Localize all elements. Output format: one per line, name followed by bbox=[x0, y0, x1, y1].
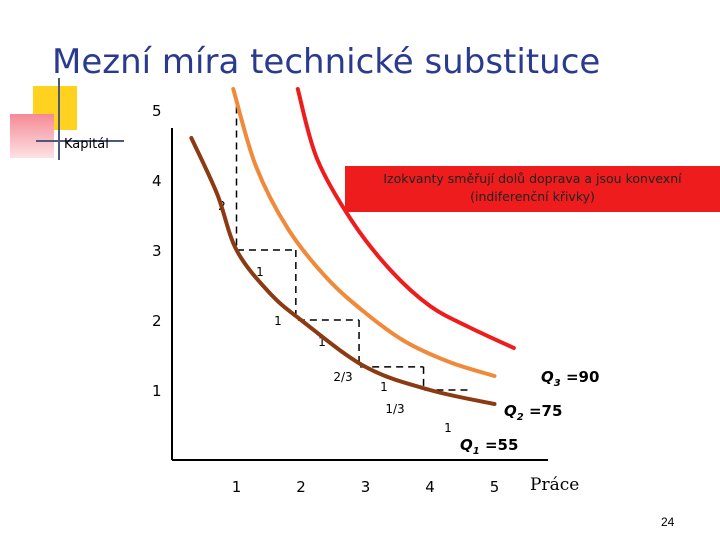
decor-horizontal-line bbox=[36, 140, 124, 142]
step-dx-label-3: 1 bbox=[380, 380, 388, 394]
annotation-box: Izokvanty směřují dolů doprava a jsou ko… bbox=[345, 166, 720, 212]
x-tick-label: 3 bbox=[361, 478, 371, 496]
x-tick-label: 2 bbox=[296, 478, 306, 496]
decor-pink-square bbox=[10, 114, 54, 158]
y-tick-label: 5 bbox=[152, 102, 162, 120]
x-tick-label: 5 bbox=[490, 478, 500, 496]
y-tick-label: 4 bbox=[152, 172, 162, 190]
isoquant-q2 bbox=[231, 87, 497, 378]
decor-vertical-line bbox=[58, 78, 60, 160]
x-axis-label: Práce bbox=[530, 475, 579, 495]
step-dx-label-1: 1 bbox=[256, 265, 264, 279]
annotation-line-2: (indiferenční křivky) bbox=[470, 189, 595, 204]
step-dx-label-4: 1 bbox=[444, 421, 452, 435]
isoquant-q3 bbox=[295, 87, 516, 350]
y-tick-label: 3 bbox=[152, 242, 162, 260]
step-line-1 bbox=[235, 106, 296, 251]
step-line-2 bbox=[295, 250, 360, 321]
y-tick-label: 1 bbox=[152, 382, 162, 400]
y-axis-label: Kapitál bbox=[64, 137, 109, 152]
step-line-3 bbox=[358, 320, 424, 368]
x-tick-label: 4 bbox=[425, 478, 435, 496]
isoquant-q2-label: Q2 =75 bbox=[504, 402, 562, 423]
isoquant-q3-label: Q3 =90 bbox=[541, 368, 599, 389]
y-tick-label: 2 bbox=[152, 312, 162, 330]
step-line-4 bbox=[422, 366, 469, 391]
x-tick-label: 1 bbox=[232, 478, 242, 496]
annotation-line-1: Izokvanty směřují dolů doprava a jsou ko… bbox=[383, 171, 682, 186]
page-title: Mezní míra technické substituce bbox=[52, 42, 601, 82]
page-number: 24 bbox=[661, 515, 675, 529]
isoquant-q1 bbox=[189, 136, 497, 406]
step-dx-label-2: 1 bbox=[318, 335, 326, 349]
step-dy-label-4: 1/3 bbox=[385, 402, 404, 416]
step-dy-label-2: 1 bbox=[274, 314, 282, 328]
isoquant-q1-label: Q1 =55 bbox=[460, 436, 518, 457]
step-dy-label-3: 2/3 bbox=[333, 370, 352, 384]
